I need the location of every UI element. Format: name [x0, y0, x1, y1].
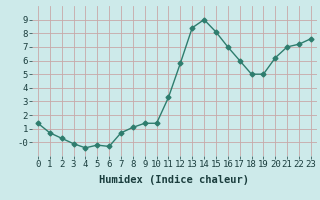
X-axis label: Humidex (Indice chaleur): Humidex (Indice chaleur)	[100, 175, 249, 185]
